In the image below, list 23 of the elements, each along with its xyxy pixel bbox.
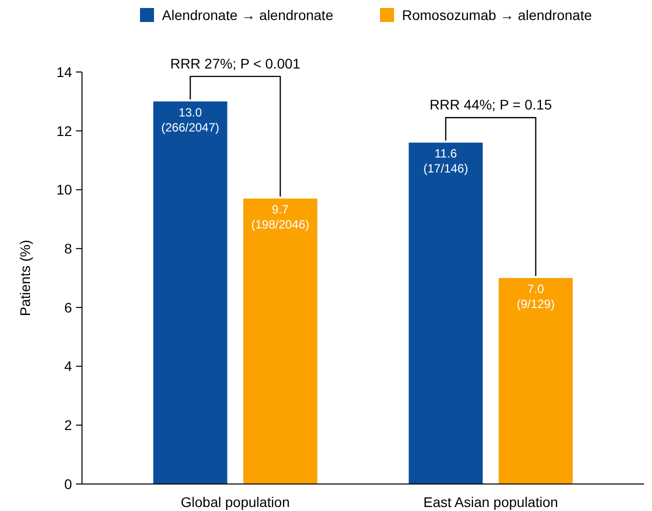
- y-tick-label: 6: [64, 299, 72, 316]
- y-tick-label: 2: [64, 417, 72, 434]
- x-tick-label: East Asian population: [423, 494, 558, 510]
- y-tick-label: 4: [64, 358, 72, 374]
- legend-label: Alendronate → alendronate: [162, 7, 334, 23]
- data-label: 11.6 (17/146): [423, 146, 468, 176]
- y-tick-label: 14: [56, 64, 72, 80]
- data-label: 13.0 (266/2047): [161, 105, 220, 134]
- text: RRR 27%; P < 0.001: [170, 55, 301, 72]
- data-label: 7.0 (9/129): [516, 282, 555, 311]
- legend-label: Romosozumab → alendronate: [402, 7, 592, 23]
- x-tick-label: Global population: [180, 494, 290, 510]
- bar: [243, 198, 318, 484]
- bar: [153, 101, 228, 484]
- bar: [498, 278, 573, 484]
- y-tick-label: 8: [64, 240, 72, 256]
- y-tick-label: 0: [64, 476, 72, 492]
- y-axis-title: Patients (%): [17, 240, 33, 316]
- annotation: RRR 44%; P = 0.15: [430, 96, 552, 113]
- y-tick-label: 10: [56, 182, 72, 198]
- bar: [408, 142, 483, 484]
- y-tick-label: 12: [56, 122, 72, 139]
- data-label: 9.7 (198/2046): [251, 202, 310, 232]
